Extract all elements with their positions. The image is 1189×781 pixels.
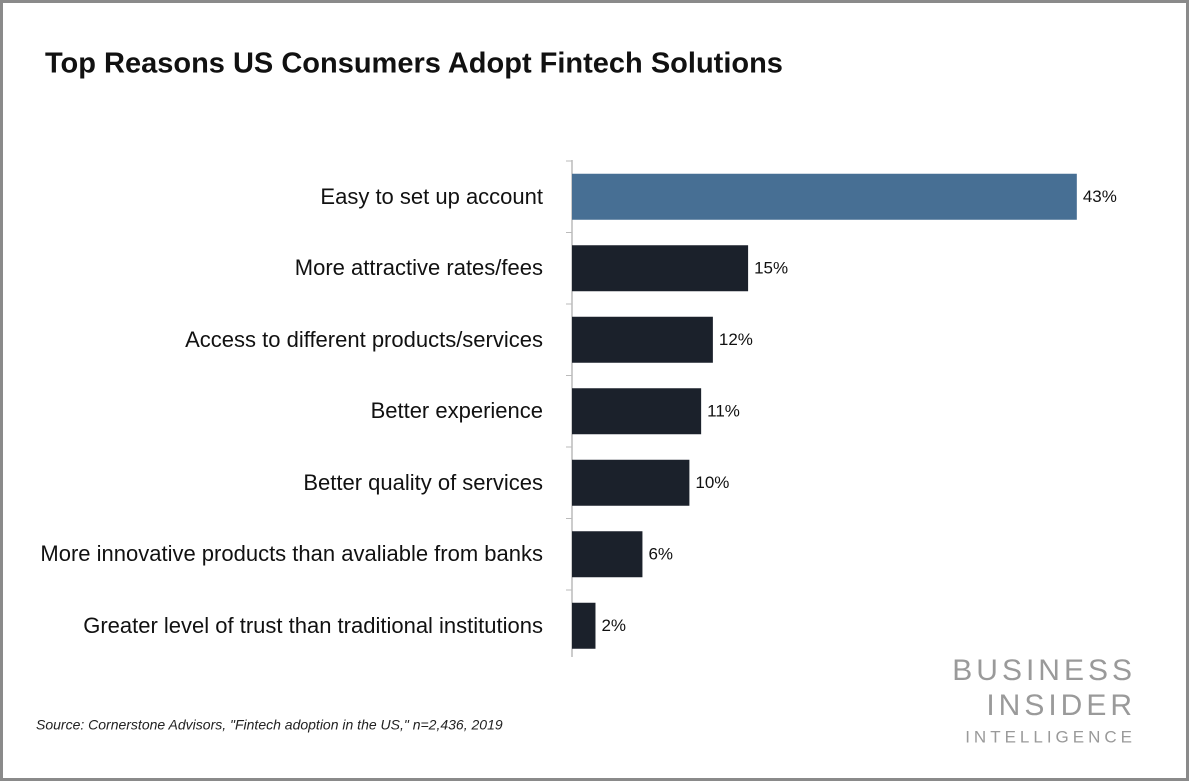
category-label-box: Better experience	[13, 375, 543, 447]
category-label-box: Access to different products/services	[13, 304, 543, 376]
bar	[572, 602, 596, 649]
bar	[572, 459, 690, 506]
category-label: Greater level of trust than traditional …	[83, 612, 543, 638]
category-label-box: Greater level of trust than traditional …	[13, 590, 543, 662]
category-label-box: More attractive rates/fees	[13, 232, 543, 304]
category-label: More innovative products than avaliable …	[40, 541, 543, 567]
category-label: More attractive rates/fees	[294, 255, 543, 281]
value-label: 6%	[648, 545, 673, 564]
category-label-box: Easy to set up account	[13, 161, 543, 233]
source: Source: Cornerstone Advisors, "Fintech a…	[36, 717, 503, 733]
bar	[572, 316, 713, 363]
logo-line: INSIDER	[986, 689, 1136, 722]
category-label: Easy to set up account	[320, 183, 543, 209]
bar	[572, 388, 702, 435]
chart-title: Top Reasons US Consumers Adopt Fintech S…	[45, 48, 783, 80]
value-label: 11%	[707, 402, 740, 421]
logo-line: INTELLIGENCE	[965, 727, 1136, 746]
category-label-box: Better quality of services	[13, 447, 543, 519]
category-label: Access to different products/services	[185, 326, 543, 352]
bar	[572, 173, 1077, 220]
value-label: 10%	[695, 473, 729, 492]
value-label: 15%	[754, 259, 788, 278]
category-label-box: More innovative products than avaliable …	[13, 518, 543, 590]
value-label: 43%	[1083, 187, 1117, 206]
category-label: Better quality of services	[303, 469, 543, 495]
bar	[572, 245, 749, 292]
chart: Top Reasons US Consumers Adopt Fintech S…	[36, 48, 1136, 747]
bar	[572, 531, 643, 578]
logo-line: BUSINESS	[952, 654, 1136, 687]
category-label: Better experience	[370, 398, 543, 424]
value-label: 12%	[719, 330, 753, 349]
value-label: 2%	[601, 616, 626, 635]
